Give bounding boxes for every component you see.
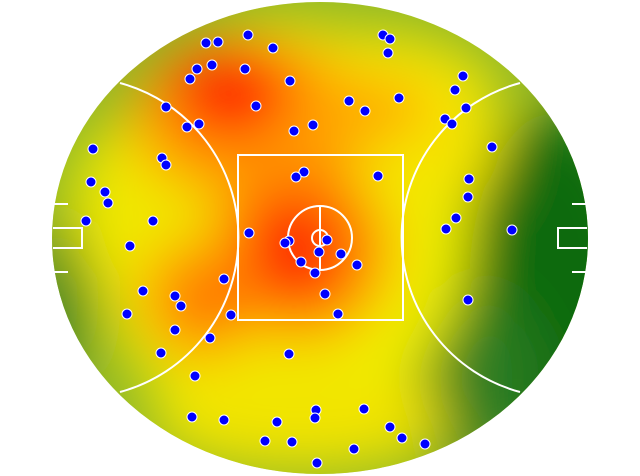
point [457,70,469,82]
point [460,102,472,114]
point [271,416,283,428]
point [384,421,396,433]
point [243,227,255,239]
point [169,290,181,302]
point [440,223,452,235]
point [267,42,279,54]
point [384,33,396,45]
point [290,171,302,183]
point [332,308,344,320]
point [218,414,230,426]
point [298,166,310,178]
point [309,412,321,424]
point [351,259,363,271]
point [313,246,325,258]
point [225,309,237,321]
point [184,73,196,85]
point [319,288,331,300]
point [462,294,474,306]
point [486,141,498,153]
point [160,159,172,171]
point [121,308,133,320]
point [239,63,251,75]
point [359,105,371,117]
point [372,170,384,182]
point [396,432,408,444]
point [204,332,216,344]
point [279,237,291,249]
point [348,443,360,455]
point [449,84,461,96]
point [309,267,321,279]
point [189,370,201,382]
point [160,101,172,113]
point [169,324,181,336]
point [259,435,271,447]
point [218,273,230,285]
point [295,256,307,268]
point [181,121,193,133]
point [506,224,518,236]
point [358,403,370,415]
point [191,63,203,75]
point [307,119,319,131]
point [85,176,97,188]
point [124,240,136,252]
point [99,186,111,198]
point [311,457,323,469]
point [321,234,333,246]
point [200,37,212,49]
point [286,436,298,448]
point [102,197,114,209]
point [382,47,394,59]
point [284,75,296,87]
point [343,95,355,107]
point [393,92,405,104]
point [155,347,167,359]
point [446,118,458,130]
point [80,215,92,227]
point [175,300,187,312]
point [250,100,262,112]
point [419,438,431,450]
point [137,285,149,297]
point [242,29,254,41]
point [283,348,295,360]
point [193,118,205,130]
point [206,59,218,71]
point [450,212,462,224]
point [186,411,198,423]
point [463,173,475,185]
point [147,215,159,227]
point [462,191,474,203]
point [87,143,99,155]
point [212,36,224,48]
point [335,248,347,260]
point [288,125,300,137]
